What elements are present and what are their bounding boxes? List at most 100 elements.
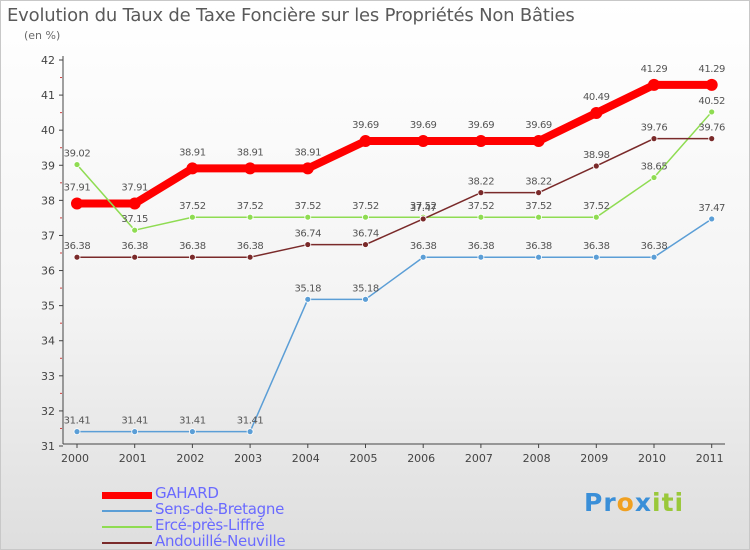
chart-subtitle: (en %): [24, 29, 61, 42]
y-tick-label: 33: [41, 370, 55, 383]
data-point: [590, 106, 603, 119]
data-label: 36.38: [410, 241, 437, 252]
data-point: [188, 253, 196, 261]
data-point: [244, 162, 257, 175]
data-label: 36.38: [641, 241, 668, 252]
data-label: 37.91: [64, 183, 91, 194]
data-label: 37.52: [525, 201, 552, 212]
data-point: [708, 108, 716, 116]
data-label: 31.41: [237, 416, 264, 427]
logo-letter: i: [674, 488, 685, 517]
legend-label: GAHARD: [155, 484, 219, 502]
data-label: 41.29: [698, 64, 725, 75]
logo-letter: x: [634, 488, 652, 517]
x-tick-label: 2000: [61, 452, 89, 465]
y-tick-label: 38: [41, 194, 55, 207]
chart-title: Evolution du Taux de Taxe Foncière sur l…: [7, 5, 575, 26]
data-label: 37.47: [698, 203, 725, 214]
data-point: [304, 213, 312, 221]
data-label: 37.52: [179, 201, 206, 212]
y-tick-label: 41: [41, 89, 55, 102]
data-label: 31.41: [64, 416, 91, 427]
data-point: [246, 428, 254, 436]
y-tick-label: 39: [41, 159, 55, 172]
data-point: [188, 428, 196, 436]
data-point: [708, 135, 716, 143]
y-tick-label: 32: [41, 405, 55, 418]
legend-swatch: [102, 542, 152, 544]
logo-letter: t: [661, 488, 675, 517]
data-label: 39.69: [468, 120, 495, 131]
data-label: 36.38: [237, 241, 264, 252]
proxiti-logo: Proxiti: [584, 488, 684, 517]
data-point: [650, 253, 658, 261]
data-label: 36.38: [583, 241, 610, 252]
data-point: [535, 189, 542, 197]
x-tick-label: 2001: [119, 452, 147, 465]
data-point: [246, 213, 254, 221]
data-label: 37.52: [468, 201, 495, 212]
x-tick-label: 2008: [523, 452, 551, 465]
x-tick-label: 2006: [407, 452, 435, 465]
data-label: 31.41: [121, 416, 148, 427]
legend-label: Sens-de-Bretagne: [155, 500, 284, 518]
data-point: [532, 135, 545, 148]
data-label: 37.15: [121, 214, 148, 225]
logo-letter: r: [603, 488, 617, 517]
data-point: [592, 253, 600, 261]
data-label: 37.52: [294, 201, 321, 212]
data-label: 36.38: [121, 241, 148, 252]
data-label: 37.47: [410, 203, 437, 214]
data-point: [188, 213, 196, 221]
data-label: 41.29: [641, 64, 668, 75]
data-point: [477, 189, 485, 197]
data-point: [535, 213, 542, 221]
data-point: [359, 135, 372, 148]
data-label: 39.69: [352, 120, 379, 131]
y-tick-label: 36: [41, 265, 55, 278]
data-label: 36.38: [64, 241, 91, 252]
data-point: [128, 197, 141, 210]
x-tick-label: 2002: [176, 452, 204, 465]
data-point: [131, 226, 139, 234]
data-point: [708, 215, 716, 223]
y-tick-label: 34: [41, 335, 55, 348]
data-label: 38.98: [583, 150, 610, 161]
data-point: [362, 295, 369, 303]
data-point: [73, 161, 81, 168]
data-label: 38.91: [237, 147, 264, 158]
data-point: [304, 295, 312, 303]
y-tick-label: 40: [41, 124, 55, 137]
data-point: [419, 215, 427, 223]
data-point: [73, 428, 81, 436]
data-label: 39.69: [525, 120, 552, 131]
data-label: 37.52: [410, 201, 437, 212]
legend-swatch: [102, 491, 152, 499]
y-tick-label: 42: [41, 54, 55, 67]
data-point: [304, 241, 312, 248]
data-label: 37.52: [352, 201, 379, 212]
data-point: [474, 135, 487, 148]
data-point: [477, 213, 485, 221]
data-label: 39.76: [698, 123, 725, 134]
logo-letter: P: [584, 488, 604, 517]
data-point: [131, 428, 139, 436]
data-point: [362, 241, 369, 248]
series-line-0: [73, 80, 716, 208]
series-line-1: [76, 218, 713, 433]
legend-label: Ercé-près-Liffré: [155, 516, 265, 534]
legend-swatch: [102, 526, 152, 528]
data-point: [301, 162, 314, 175]
x-tick-label: 2004: [292, 452, 320, 465]
data-label: 35.18: [294, 283, 321, 294]
data-point: [477, 253, 485, 261]
data-label: 36.38: [525, 241, 552, 252]
data-label: 31.41: [179, 416, 206, 427]
x-tick-label: 2003: [234, 452, 262, 465]
x-tick-label: 2010: [638, 452, 666, 465]
data-point: [71, 197, 83, 210]
data-label: 39.76: [641, 123, 668, 134]
data-point: [535, 253, 542, 261]
